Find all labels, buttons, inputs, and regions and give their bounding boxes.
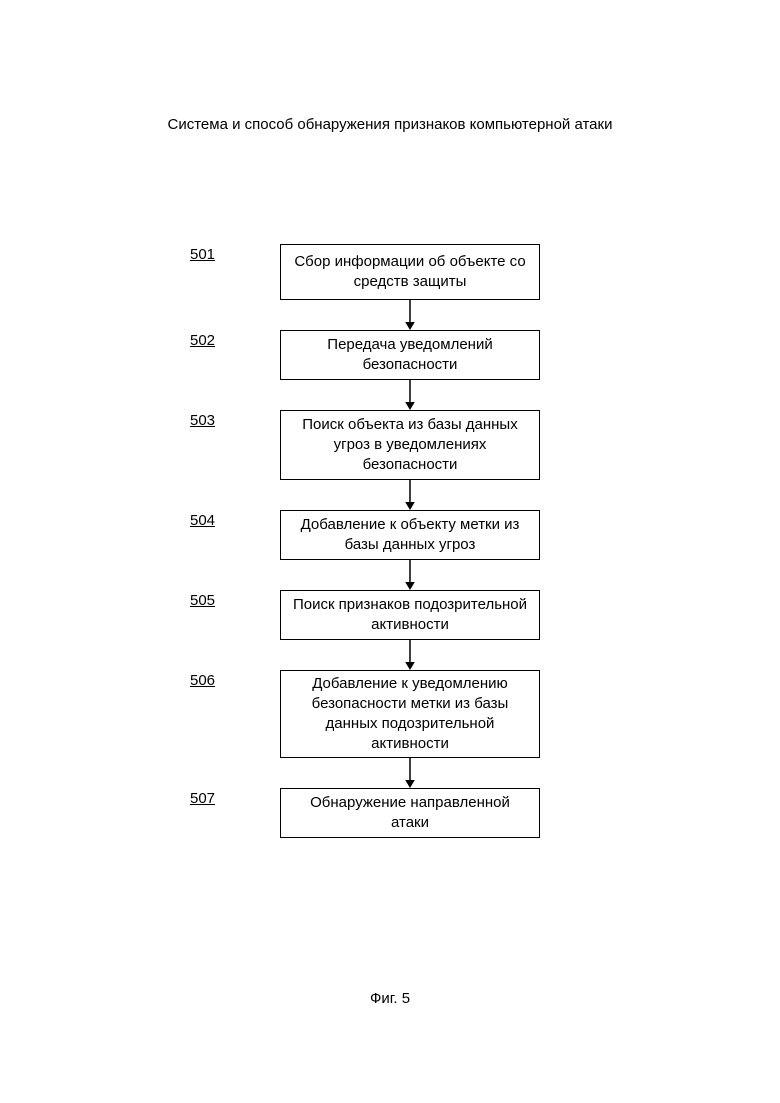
figure-caption: Фиг. 5 xyxy=(0,990,780,1007)
step-label-504: 504 xyxy=(190,512,215,529)
arrow-501-to-502 xyxy=(400,300,420,330)
step-box-507: Обнаружение направленной атаки xyxy=(280,788,540,838)
step-label-502: 502 xyxy=(190,332,215,349)
step-label-506: 506 xyxy=(190,672,215,689)
step-box-502: Передача уведомлений безопасности xyxy=(280,330,540,380)
arrow-506-to-507 xyxy=(400,758,420,788)
step-label-503: 503 xyxy=(190,412,215,429)
arrow-503-to-504 xyxy=(400,480,420,510)
step-label-505: 505 xyxy=(190,592,215,609)
arrow-504-to-505 xyxy=(400,560,420,590)
step-box-506: Добавление к уведомлению безопасности ме… xyxy=(280,670,540,758)
arrow-502-to-503 xyxy=(400,380,420,410)
step-box-504: Добавление к объекту метки из базы данны… xyxy=(280,510,540,560)
step-box-505: Поиск признаков подозрительной активност… xyxy=(280,590,540,640)
step-label-501: 501 xyxy=(190,246,215,263)
step-box-501: Сбор информации об объекте со средств за… xyxy=(280,244,540,300)
arrow-505-to-506 xyxy=(400,640,420,670)
page-title: Система и способ обнаружения признаков к… xyxy=(0,116,780,133)
step-label-507: 507 xyxy=(190,790,215,807)
step-box-503: Поиск объекта из базы данных угроз в уве… xyxy=(280,410,540,480)
